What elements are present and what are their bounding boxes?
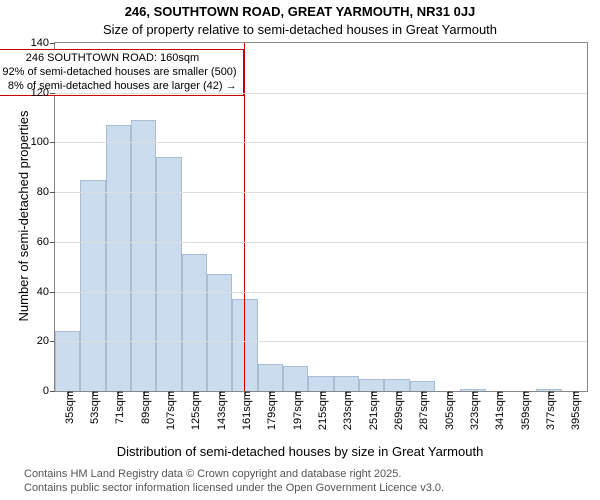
y-tick-label: 60 [37,236,55,248]
grid-line [55,192,587,193]
x-tick-label: 323sqm [465,391,481,430]
grid-line [55,242,587,243]
plot-area: 246 SOUTHTOWN ROAD: 160sqm ← 92% of semi… [54,42,588,392]
histogram-bar [384,379,409,391]
callout-line-smaller: ← 92% of semi-detached houses are smalle… [0,66,237,80]
histogram-bar [182,254,207,391]
footer-line-2: Contains public sector information licen… [24,482,444,496]
y-tick-label: 40 [37,286,55,298]
footer-attribution: Contains HM Land Registry data © Crown c… [24,468,444,496]
y-tick-label: 100 [31,136,55,148]
x-tick-label: 377sqm [541,391,557,430]
x-tick-label: 161sqm [237,391,253,430]
x-tick-label: 305sqm [440,391,456,430]
histogram-bar [55,331,80,391]
x-tick-label: 53sqm [85,391,101,424]
x-tick-label: 215sqm [313,391,329,430]
marker-line [244,43,245,391]
x-tick-label: 359sqm [516,391,532,430]
x-tick-label: 287sqm [414,391,430,430]
y-tick-label: 0 [43,385,55,397]
x-tick-label: 89sqm [136,391,152,424]
x-tick-label: 197sqm [288,391,304,430]
x-tick-label: 125sqm [186,391,202,430]
x-tick-label: 395sqm [566,391,582,430]
callout-title: 246 SOUTHTOWN ROAD: 160sqm [0,52,237,66]
x-tick-label: 143sqm [212,391,228,430]
x-tick-label: 179sqm [262,391,278,430]
y-tick-label: 140 [31,37,55,49]
histogram-bar [80,180,105,391]
x-tick-label: 251sqm [364,391,380,430]
grid-line [55,341,587,342]
histogram-bar [106,125,131,391]
histogram-bar [334,376,359,391]
chart-title: 246, SOUTHTOWN ROAD, GREAT YARMOUTH, NR3… [0,4,600,19]
x-tick-label: 341sqm [490,391,506,430]
x-tick-label: 233sqm [338,391,354,430]
y-tick-label: 80 [37,186,55,198]
chart-subtitle: Size of property relative to semi-detach… [0,22,600,37]
x-axis-label: Distribution of semi-detached houses by … [0,444,600,459]
y-tick-label: 20 [37,335,55,347]
histogram-bar [232,299,257,391]
x-tick-label: 35sqm [60,391,76,424]
x-tick-label: 71sqm [110,391,126,424]
grid-line [55,93,587,94]
histogram-bar [283,366,308,391]
histogram-chart: 246, SOUTHTOWN ROAD, GREAT YARMOUTH, NR3… [0,0,600,500]
grid-line [55,292,587,293]
histogram-bar [359,379,384,391]
x-tick-label: 107sqm [161,391,177,430]
footer-line-1: Contains HM Land Registry data © Crown c… [24,468,444,482]
histogram-bar [308,376,333,391]
grid-line [55,142,587,143]
histogram-bar [410,381,435,391]
histogram-bar [131,120,156,391]
histogram-bar [258,364,283,391]
y-tick-label: 120 [31,87,55,99]
x-tick-label: 269sqm [389,391,405,430]
